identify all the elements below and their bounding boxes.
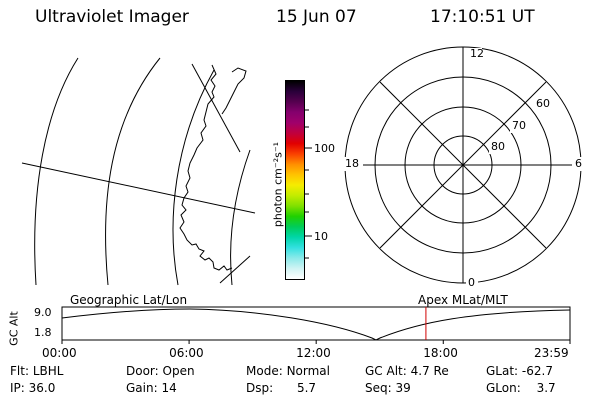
door-value: Open xyxy=(162,364,195,378)
longitude-line xyxy=(230,149,251,286)
timeline-xtick-label: 12:00 xyxy=(296,346,331,360)
date-label: 15 Jun 07 xyxy=(276,7,357,27)
longitude-line xyxy=(172,69,215,286)
glat-value: -62.7 xyxy=(521,364,553,378)
latitude-line xyxy=(21,162,256,214)
mode-value: Normal xyxy=(286,364,330,378)
timeline-ytick-min: 1.8 xyxy=(34,326,52,339)
ring-label-70: 70 xyxy=(512,119,526,132)
colorbar-tick-10: 10 xyxy=(314,230,328,243)
time-label: 17:10:51 UT xyxy=(430,7,535,27)
timeline-left-label: Geographic Lat/Lon xyxy=(70,293,188,307)
coastline xyxy=(221,67,247,115)
instrument-title: Ultraviolet Imager xyxy=(35,7,189,27)
glat-field: GLat: -62.7 xyxy=(486,364,553,378)
mlt-label-0: 0 xyxy=(468,276,475,289)
flt-value: LBHL xyxy=(32,364,64,378)
seq-field: Seq: 39 xyxy=(365,381,411,395)
ip-field: IP: 36.0 xyxy=(10,381,56,395)
door-field: Door: Open xyxy=(126,364,195,378)
orbit-altitude-curve xyxy=(61,308,571,341)
gcalt-value: 4.7 Re xyxy=(410,364,449,378)
mlt-label-6: 6 xyxy=(575,157,582,170)
dsp-value: 5.7 xyxy=(296,381,317,395)
dsp-field: Dsp: 5.7 xyxy=(246,381,317,395)
polar-diagonal xyxy=(379,81,547,249)
timeline-frame xyxy=(61,306,571,341)
timeline-ytick-max: 9.0 xyxy=(34,306,52,319)
mlt-label-18: 18 xyxy=(345,157,359,170)
longitude-line xyxy=(34,57,79,286)
timeline-right-label: Apex MLat/MLT xyxy=(418,293,508,307)
timeline-xtick-label: 00:00 xyxy=(42,346,77,360)
timeline-xtick-label: 23:59 xyxy=(534,346,569,360)
ring-label-60: 60 xyxy=(536,97,550,110)
coastline xyxy=(179,64,233,271)
colorbar-gradient xyxy=(286,81,304,279)
glon-field: GLon: 3.7 xyxy=(486,381,556,395)
colorbar-tick-100: 100 xyxy=(314,142,335,155)
mlt-label-12: 12 xyxy=(470,47,484,60)
gain-field: Gain: 14 xyxy=(126,381,177,395)
intensity-colorbar xyxy=(285,80,305,280)
gain-value: 14 xyxy=(161,381,177,395)
latitude-line xyxy=(219,255,251,284)
gcalt-field: GC Alt: 4.7 Re xyxy=(365,364,449,378)
latitude-line xyxy=(191,63,241,153)
longitude-line xyxy=(105,57,161,286)
timeline-xtick-label: 06:00 xyxy=(169,346,204,360)
mode-field: Mode: Normal xyxy=(246,364,330,378)
seq-value: 39 xyxy=(395,381,411,395)
glon-value: 3.7 xyxy=(536,381,556,395)
ip-value: 36.0 xyxy=(28,381,56,395)
timeline-xtick-label: 18:00 xyxy=(423,346,458,360)
ring-label-80: 80 xyxy=(491,140,505,153)
flt-field: Flt: LBHL xyxy=(10,364,64,378)
